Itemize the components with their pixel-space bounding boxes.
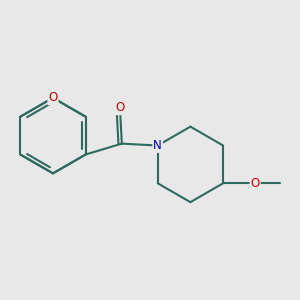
- Text: O: O: [115, 101, 124, 114]
- Text: O: O: [250, 177, 260, 190]
- Text: N: N: [153, 139, 162, 152]
- Text: O: O: [48, 91, 58, 104]
